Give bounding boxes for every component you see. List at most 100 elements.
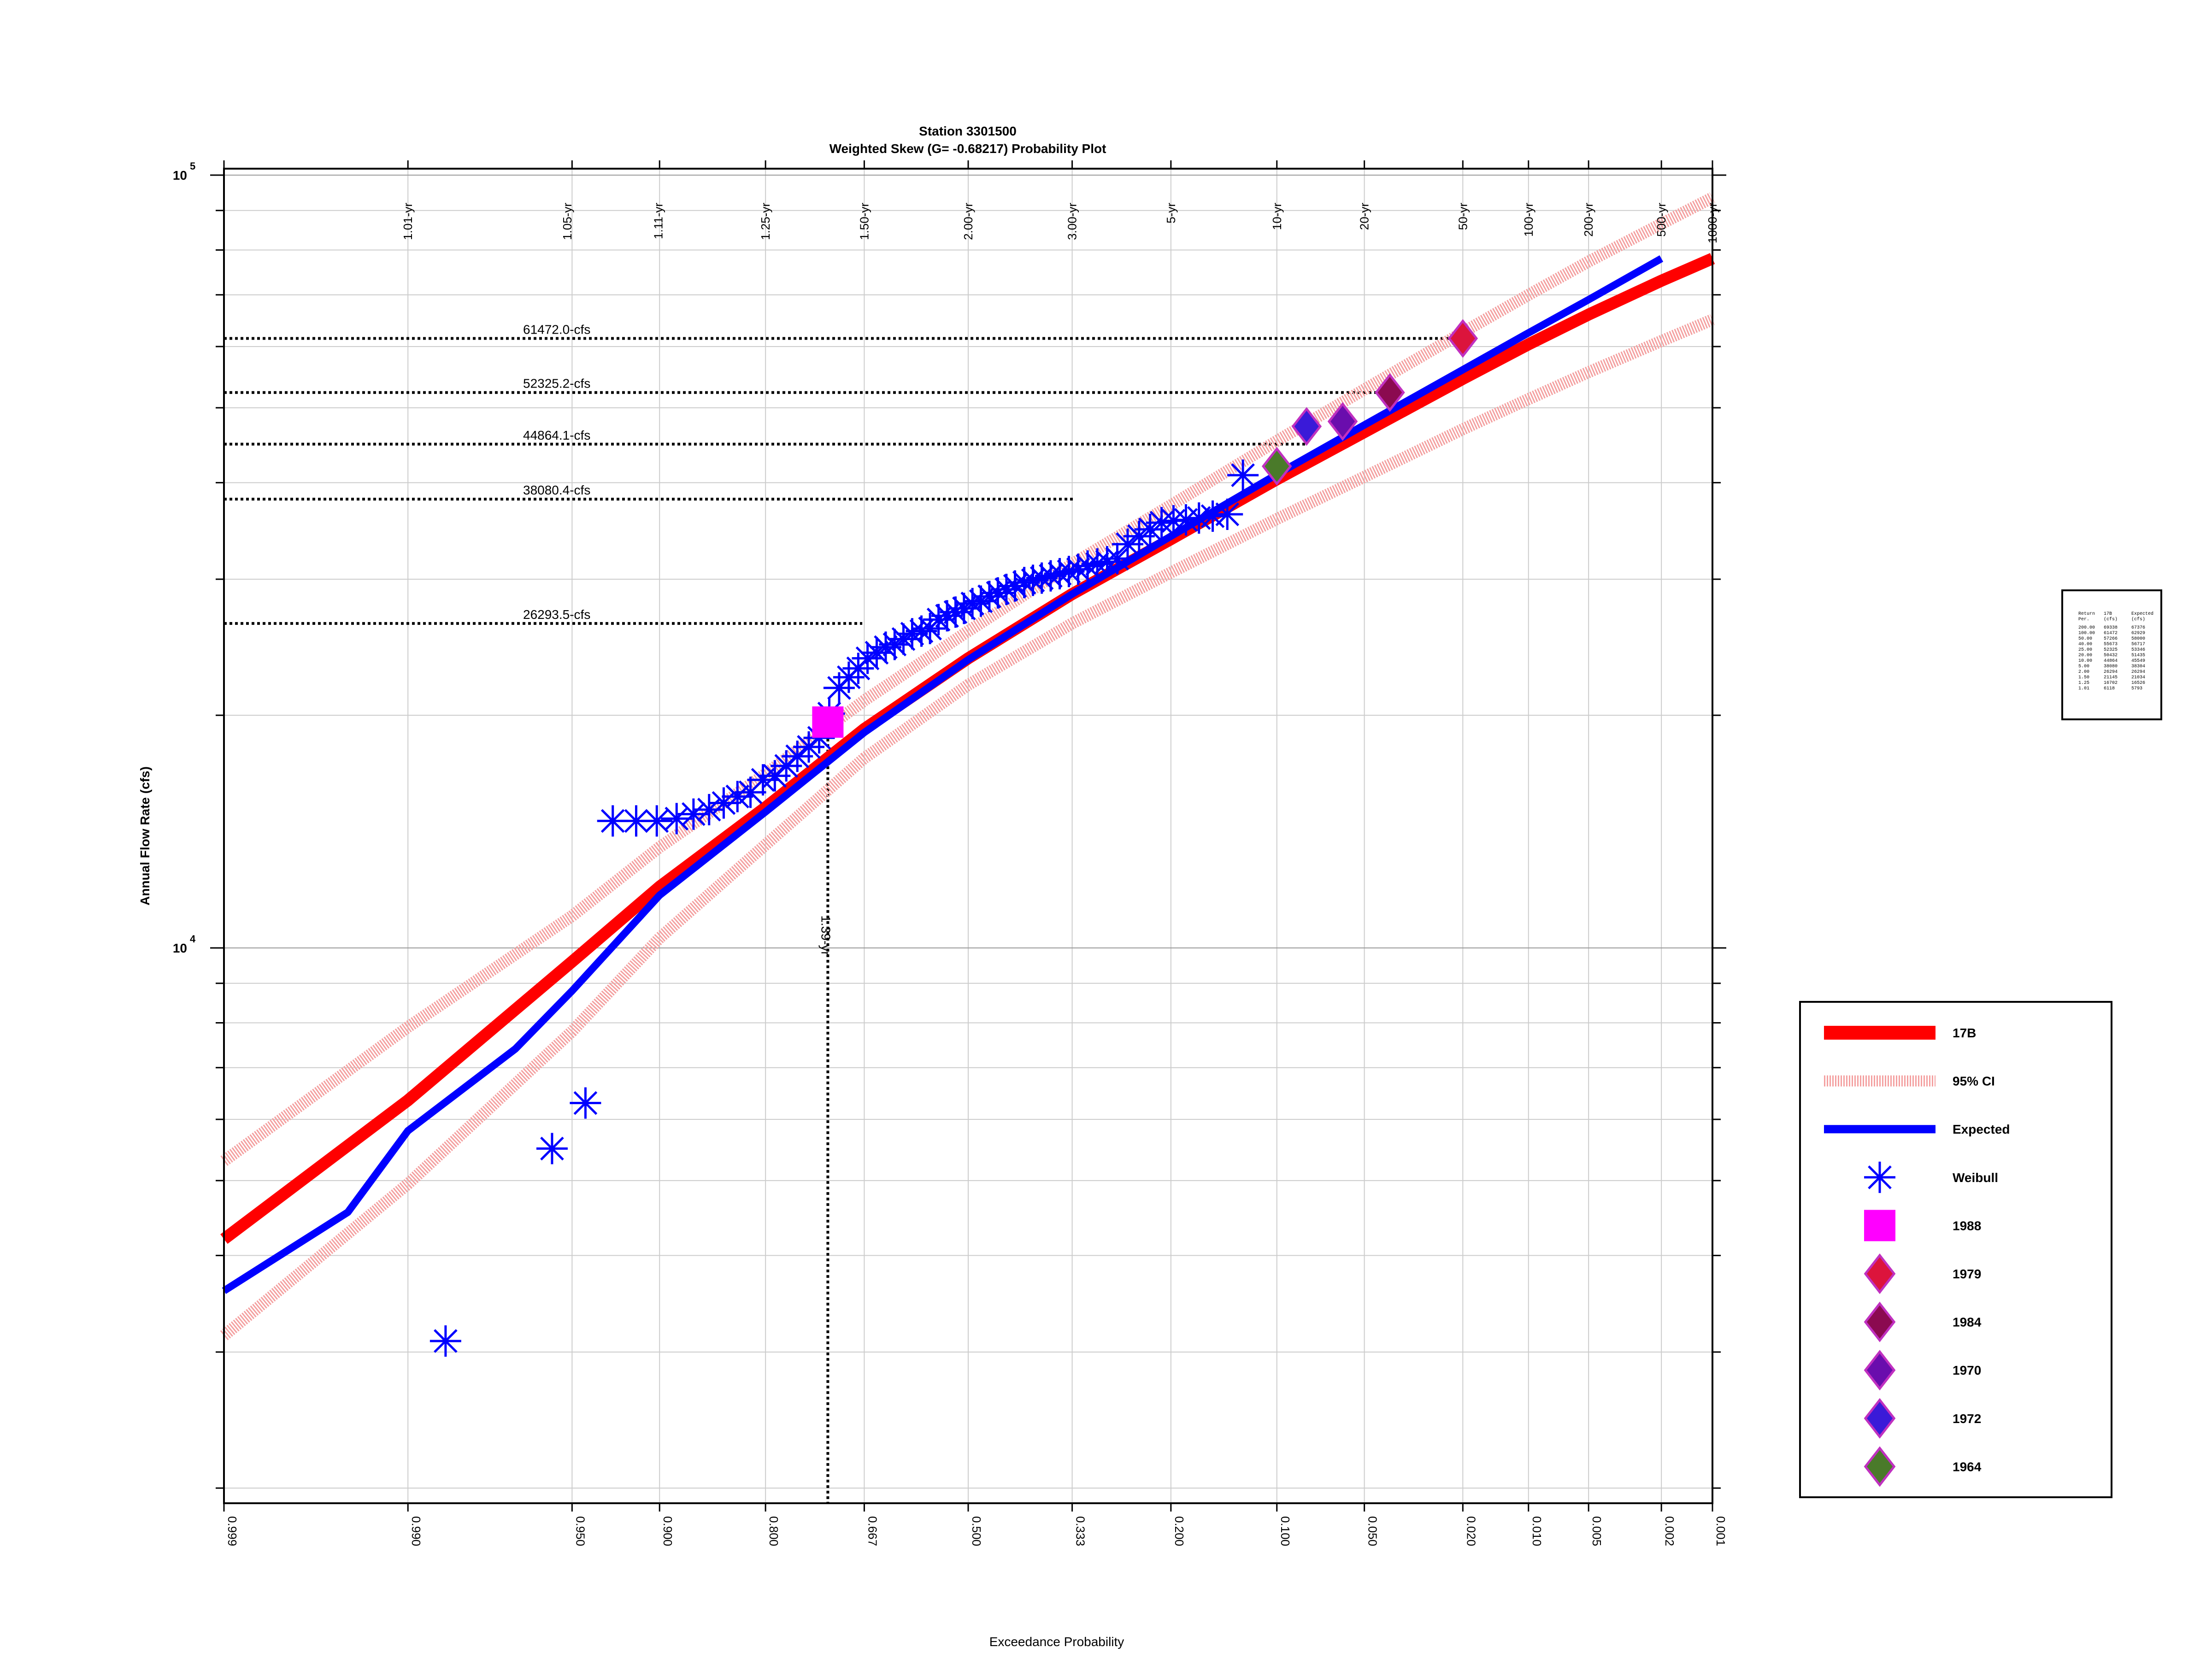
asterisk-stroke: [1003, 574, 1027, 598]
summary-cell: 16526: [2131, 681, 2145, 686]
legend-diamond-swatch: [1864, 1350, 1896, 1391]
asterisk-stroke: [909, 619, 934, 643]
return-period-label: 1.25-yr: [759, 203, 772, 240]
summary-cell: 100.00: [2078, 631, 2095, 636]
summary-cell: 45549: [2131, 659, 2145, 664]
asterisk-stroke: [600, 809, 625, 833]
legend: 17B 95% CI Expected Weibull 1988 1979 1984 1970…: [1799, 1001, 2112, 1498]
summary-cell: 44864: [2104, 659, 2118, 664]
x-tick-label: 0.800: [767, 1516, 781, 1546]
summary-cell: 38304: [2131, 664, 2145, 669]
y-tick-label-base: 10: [173, 168, 187, 182]
summary-cell: 50432: [2104, 653, 2118, 658]
y-axis-label: Annual Flow Rate (cfs): [138, 766, 152, 906]
legend-label: 1964: [1953, 1459, 1982, 1474]
x-tick-label: 0.005: [1590, 1516, 1604, 1546]
point-1979: [1447, 319, 1478, 358]
summary-cell: 21145: [2104, 675, 2118, 680]
summary-cell: 1.01: [2078, 686, 2089, 691]
summary-header-cell: (cfs): [2131, 617, 2145, 622]
asterisk-stroke: [1021, 568, 1045, 593]
x-tick-label: 0.100: [1278, 1516, 1292, 1546]
asterisk-stroke: [1105, 547, 1130, 571]
summary-cell: 26294: [2104, 670, 2118, 675]
weibull-point: [1062, 553, 1094, 585]
weibull-point: [661, 803, 693, 835]
x-tick-label: 0.900: [661, 1516, 675, 1546]
weibull-point: [1183, 502, 1215, 534]
weibull-point: [999, 570, 1031, 602]
weibull-point: [597, 805, 629, 837]
x-tick-label: 0.020: [1464, 1516, 1478, 1546]
weibull-point: [1212, 499, 1243, 530]
asterisk-stroke: [1200, 504, 1225, 528]
legend-label: Expected: [1953, 1122, 2010, 1136]
x-tick-label: 0.001: [1714, 1516, 1728, 1546]
return-period-label: 10-yr: [1270, 203, 1284, 230]
summary-cell: 20.00: [2078, 653, 2092, 658]
weibull-point: [1197, 500, 1229, 532]
return-period-label: 1.01-yr: [401, 203, 415, 240]
weibull-point: [1017, 565, 1049, 596]
point-1970: [1327, 402, 1358, 441]
confidence-band-line: [220, 192, 1715, 1166]
flow-annotation-label: 44864.1-cfs: [523, 428, 590, 442]
summary-cell: 1.25: [2078, 681, 2089, 686]
asterisk-stroke: [1039, 564, 1063, 588]
legend-label: 1988: [1953, 1218, 1981, 1233]
asterisk-stroke: [540, 1136, 564, 1161]
return-period-label: 100-yr: [1522, 203, 1535, 237]
legend-diamond-swatch: [1864, 1253, 1896, 1294]
return-period-label: 50-yr: [1456, 203, 1470, 230]
x-tick-label: 0.999: [225, 1516, 239, 1546]
weibull-point: [735, 777, 766, 808]
weibull-point: [1044, 558, 1076, 589]
summary-cell: 53346: [2131, 647, 2145, 653]
summary-cell: 10.00: [2078, 659, 2092, 664]
summary-header-cell: Per.: [2078, 617, 2089, 622]
annotation-layer: 61472.0-cfs 52325.2-cfs 44864.1-cfs 38080.4…: [224, 322, 1463, 1503]
weibull-point: [570, 1087, 601, 1119]
series-layer: [220, 192, 1715, 1341]
weibull-point: [1227, 459, 1259, 491]
asterisk-stroke: [1085, 552, 1109, 576]
weibull-point: [1101, 543, 1133, 575]
asterisk-stroke: [1215, 502, 1240, 526]
x-tick-label: 0.500: [970, 1516, 983, 1546]
summary-header-cell: Return: [2078, 612, 2095, 617]
legend-label: 1972: [1953, 1412, 1981, 1426]
legend-asterisk-swatch: [1864, 1161, 1895, 1193]
axis-ticks: 0.999 0.990 0.950 0.900 0.800 0.667 0.500 0.333…: [173, 160, 1728, 1546]
legend-diamond-swatch: [1864, 1446, 1896, 1487]
summary-cell: 6118: [2104, 686, 2115, 691]
y-tick-label-exp: 4: [190, 933, 196, 945]
legend-label: 1979: [1953, 1267, 1981, 1281]
return-period-label: 5-yr: [1164, 203, 1178, 224]
asterisk-stroke: [1030, 566, 1054, 590]
summary-cell: 62929: [2131, 631, 2145, 636]
legend-diamond-swatch: [1864, 1398, 1896, 1439]
confidence-band-line: [220, 314, 1715, 1341]
weibull-point: [536, 1133, 568, 1165]
x-tick-label: 0.667: [865, 1516, 879, 1546]
summary-cell: 58000: [2131, 636, 2145, 641]
asterisk-stroke: [1231, 463, 1255, 487]
return-period-label: 3.00-yr: [1065, 203, 1079, 240]
point-1984: [1375, 373, 1405, 412]
x-tick-label: 0.010: [1530, 1516, 1544, 1546]
x-tick-label: 0.333: [1074, 1516, 1088, 1546]
summary-cell: 5.00: [2078, 664, 2089, 669]
asterisk-stroke: [1057, 559, 1081, 583]
summary-header-cell: (cfs): [2104, 617, 2118, 622]
y-tick-label-exp: 5: [190, 160, 195, 172]
summary-cell: 67376: [2131, 625, 2145, 630]
weibull-point: [1035, 560, 1066, 592]
return-period-label: 1.11-yr: [651, 203, 665, 239]
summary-cell: 2.00: [2078, 670, 2089, 675]
return-period-label: 20-yr: [1358, 203, 1371, 230]
plot-grid: [224, 169, 1713, 1503]
legend-label: 1970: [1953, 1363, 1981, 1377]
legend-square-swatch: [1864, 1210, 1895, 1241]
summary-cell: 21034: [2131, 675, 2145, 680]
